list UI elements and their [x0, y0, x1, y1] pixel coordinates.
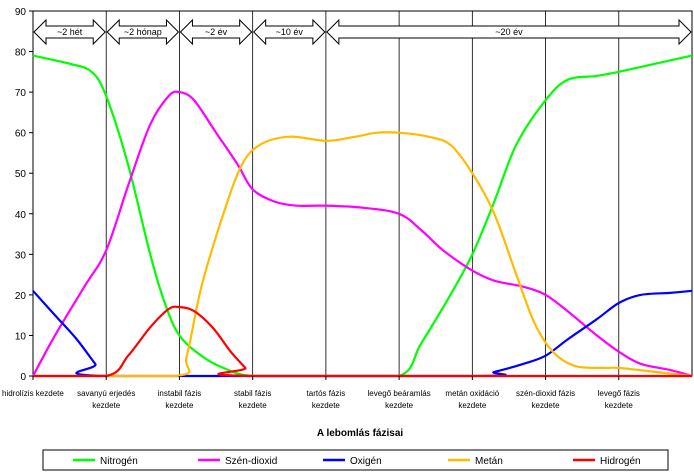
legend-label: Metán [475, 456, 503, 467]
legend-label: Oxigén [350, 456, 382, 467]
duration-label: ~10 év [276, 27, 304, 37]
series-line-sz-n-dioxid [32, 90, 693, 378]
x-tick-label: kezdete [165, 401, 194, 410]
legend-box [42, 449, 669, 471]
series-line-nitrog-n [32, 54, 693, 378]
y-tick-label: 50 [15, 169, 27, 180]
duration-arrow [326, 18, 692, 46]
duration-arrow [106, 18, 180, 46]
x-axis-title: A lebomlás fázisai [317, 428, 404, 439]
legend: Nitrogén Szén-dioxid Oxigén Metán Hidrogén [42, 449, 669, 471]
y-tick-label: 70 [15, 88, 27, 99]
duration-arrow [33, 18, 106, 46]
duration-label: ~20 év [495, 27, 523, 37]
y-axis: 0 10 20 30 40 50 60 70 80 90 [15, 7, 33, 383]
series-line-oxig-n [32, 289, 693, 378]
legend-label: Nitrogén [100, 456, 138, 467]
x-tick-label: savanyú erjedés [77, 389, 135, 398]
x-tick-label: kezdete [532, 401, 561, 410]
y-tick-label: 20 [15, 291, 27, 302]
x-tick-label: stabil fázis [234, 389, 271, 398]
series-line-met-n [33, 131, 693, 378]
y-tick-label: 30 [15, 250, 27, 261]
x-axis: hidrolízis kezdete savanyú erjedés kezdete… [2, 376, 640, 410]
x-tick-label: kezdete [92, 401, 121, 410]
x-tick-label: kezdete [458, 401, 487, 410]
series-lines [32, 54, 693, 378]
legend-label: Szén-dioxid [225, 456, 277, 467]
x-tick-label: kezdete [312, 401, 341, 410]
x-tick-label: szén-dioxid fázis [516, 389, 575, 398]
legend-label: Hidrogén [600, 456, 641, 467]
y-tick-label: 40 [15, 210, 27, 221]
series-line-hidrog-n [33, 305, 692, 378]
duration-arrow [252, 18, 326, 46]
x-tick-label: kezdete [239, 401, 268, 410]
duration-arrows: ~2 hét ~2 hónap ~2 év ~10 év ~20 év [33, 18, 692, 46]
x-tick-label: hidrolízis kezdete [2, 389, 64, 398]
duration-label: ~2 év [205, 27, 228, 37]
x-tick-label: levegő beáramlás [368, 389, 431, 398]
y-tick-label: 80 [15, 48, 27, 59]
y-tick-label: 90 [15, 7, 27, 18]
x-tick-label: tartós fázis [307, 389, 346, 398]
x-tick-label: kezdete [605, 401, 634, 410]
x-tick-label: kezdete [385, 401, 414, 410]
y-tick-label: 0 [20, 372, 26, 383]
x-tick-label: metán oxidáció [445, 389, 499, 398]
duration-arrow [179, 18, 253, 46]
x-tick-label: levegő fázis [598, 389, 640, 398]
y-tick-label: 60 [15, 129, 27, 140]
x-tick-label: instabil fázis [158, 389, 202, 398]
duration-label: ~2 hónap [124, 27, 162, 37]
y-tick-label: 10 [15, 331, 27, 342]
duration-label: ~2 hét [57, 27, 83, 37]
